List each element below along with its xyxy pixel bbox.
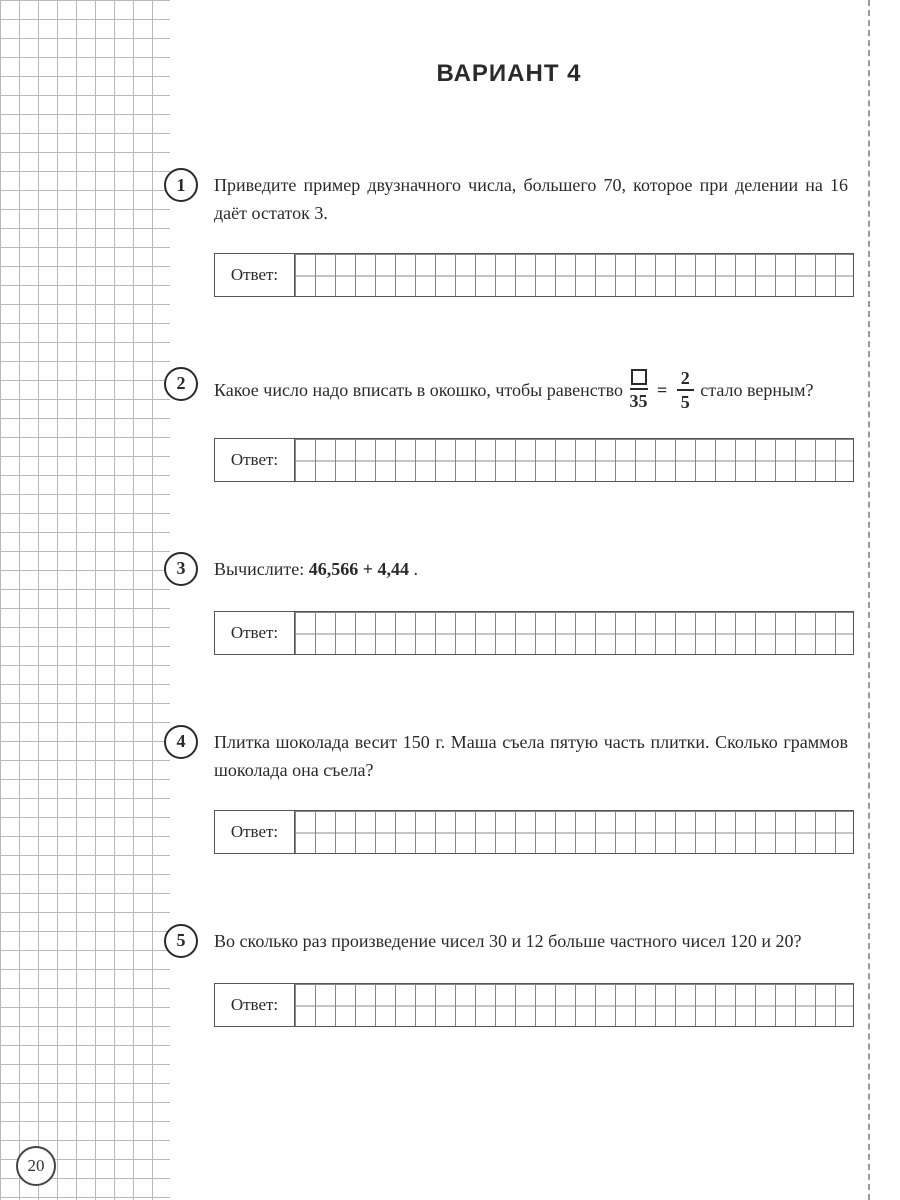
graph-paper-margin [0,0,170,1200]
answer-grid[interactable] [295,612,853,654]
problem-number: 3 [164,552,198,586]
problem-text: Вычислите: 46,566 + 4,44 . [214,552,848,584]
problem-text-span: Вычислите: 46,566 + 4,44 . [214,559,418,579]
answer-box-5[interactable]: Ответ: [214,983,854,1027]
problem-number: 5 [164,924,198,958]
problem-text: Плитка шоколада весит 150 г. Маша съела … [214,725,848,785]
problem-2: 2 Какое число надо вписать в окошко, что… [170,367,848,413]
page-content: ВАРИАНТ 4 1 Приведите пример двузначного… [170,0,868,1047]
problem-text-post: стало верным? [700,380,813,400]
equals-sign: = [657,380,667,400]
answer-label: Ответ: [215,612,295,654]
problem-number: 4 [164,725,198,759]
problem-5: 5 Во сколько раз произведение чисел 30 и… [170,924,848,958]
page-title: ВАРИАНТ 4 [170,60,848,88]
fraction-numerator: 2 [677,369,694,391]
problem-text: Какое число надо вписать в окошко, чтобы… [214,367,848,413]
answer-box-2[interactable]: Ответ: [214,438,854,482]
answer-grid[interactable] [295,984,853,1026]
answer-label: Ответ: [215,811,295,853]
answer-label: Ответ: [215,254,295,296]
fraction-denominator: 5 [677,391,694,411]
answer-box-4[interactable]: Ответ: [214,810,854,854]
right-dashed-margin [868,0,870,1200]
fraction-lhs: 35 [630,369,648,410]
answer-grid[interactable] [295,439,853,481]
page-number: 20 [16,1146,56,1186]
problem-4: 4 Плитка шоколада весит 150 г. Маша съел… [170,725,848,785]
problem-text: Приведите пример двузначного числа, боль… [214,168,848,228]
problem-number: 1 [164,168,198,202]
problem-text-pre: Какое число надо вписать в окошко, чтобы… [214,380,628,400]
problem-3: 3 Вычислите: 46,566 + 4,44 . [170,552,848,586]
answer-label: Ответ: [215,439,295,481]
fraction-rhs: 2 5 [677,369,694,411]
answer-box-3[interactable]: Ответ: [214,611,854,655]
answer-grid[interactable] [295,811,853,853]
problem-1: 1 Приведите пример двузначного числа, бо… [170,168,848,228]
fraction-denominator: 35 [630,388,648,410]
answer-box-1[interactable]: Ответ: [214,253,854,297]
answer-grid[interactable] [295,254,853,296]
fraction-box-numerator[interactable] [631,369,647,385]
problem-text: Во сколько раз произведение чисел 30 и 1… [214,924,848,956]
answer-label: Ответ: [215,984,295,1026]
problem-number: 2 [164,367,198,401]
